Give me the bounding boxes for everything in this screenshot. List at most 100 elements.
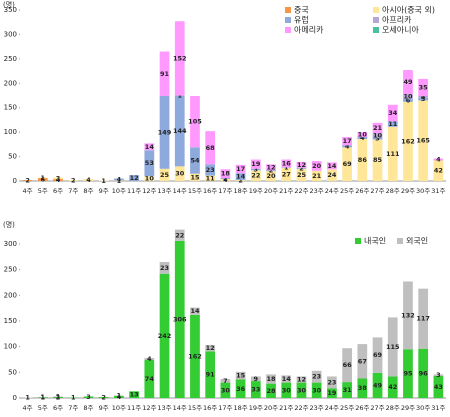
x-tick-label: 25주 (340, 404, 354, 412)
y-tick-label: 300 (4, 240, 17, 248)
bar-segment (220, 178, 231, 180)
bar-segment (372, 337, 383, 373)
bar-segment (372, 122, 383, 134)
bar-segment (327, 376, 337, 389)
legend-swatch (355, 238, 361, 244)
x-tick-label: 19주 (249, 187, 263, 195)
bar-segment (403, 281, 413, 350)
y-axis-label: (명) (3, 0, 15, 9)
x-tick-label: 30주 (416, 404, 430, 412)
x-tick-label: 11주 (127, 404, 141, 412)
x-tick-label: 29주 (401, 187, 415, 195)
bar-segment (433, 158, 444, 161)
data-label: 1 (41, 394, 46, 402)
bar-segment (159, 273, 170, 398)
data-label: 162 (188, 352, 202, 360)
y-tick-label: 200 (4, 79, 17, 87)
bar-segment (311, 382, 322, 398)
y-tick-label: 150 (4, 317, 17, 325)
x-tick-label: 8주 (83, 404, 93, 412)
bar-segment (37, 396, 48, 398)
x-tick-label: 26주 (355, 187, 369, 195)
bar-segment (190, 307, 200, 315)
data-label: 31 (343, 386, 353, 394)
data-label: 30 (175, 170, 185, 178)
bar-segment (174, 95, 185, 167)
data-label: 20 (267, 172, 277, 180)
bar-segment (68, 180, 79, 181)
data-label: 14 (190, 307, 200, 315)
bar-segment (250, 168, 261, 171)
bar-segment (433, 375, 444, 398)
x-tick-label: 15주 (188, 404, 202, 412)
data-label: 91 (160, 70, 170, 78)
y-tick-label: 50 (8, 153, 17, 161)
data-label: 3 (375, 135, 380, 143)
data-label: 25 (297, 171, 307, 179)
data-label: 23 (206, 166, 215, 174)
bar-segment (53, 177, 63, 180)
data-label: 13 (130, 391, 139, 399)
bar-segment (342, 145, 352, 148)
x-tick-label: 27주 (370, 187, 384, 195)
data-label: 16 (282, 159, 292, 167)
bar-segment (235, 173, 246, 181)
data-label: 162 (401, 137, 415, 145)
data-label: 68 (206, 144, 216, 152)
bar-segment (266, 374, 276, 384)
y-tick-label: 250 (4, 266, 17, 274)
data-label: 1 (117, 392, 122, 400)
bar-segment (342, 348, 352, 383)
data-label: 21 (312, 172, 322, 180)
y-tick-label: 100 (4, 343, 17, 351)
bar-segment (144, 176, 155, 181)
data-label: 21 (373, 124, 383, 132)
data-label: 5 (421, 95, 426, 103)
bar-segment (281, 167, 292, 181)
bar-segment (174, 21, 185, 96)
bar-segment (205, 345, 216, 352)
bar-segment (250, 170, 261, 181)
data-label: 85 (373, 156, 383, 164)
data-label: 4 (436, 156, 441, 164)
bar-segment (372, 139, 383, 181)
x-tick-label: 10주 (112, 404, 126, 412)
x-tick-label: 27주 (370, 404, 384, 412)
legend-label: 내국인 (364, 236, 386, 246)
data-label: 152 (173, 54, 187, 62)
x-tick-label: 5주 (38, 404, 48, 412)
data-label: 19 (327, 389, 337, 397)
data-label: 19 (251, 160, 261, 168)
data-label: 20 (312, 162, 322, 170)
data-label: 3 (86, 393, 91, 401)
data-label: 17 (343, 137, 352, 145)
bar-segment (235, 379, 246, 398)
data-label: 306 (173, 315, 187, 323)
bar-segment (357, 378, 368, 398)
x-tick-label: 22주 (294, 404, 308, 412)
data-label: 2 (269, 167, 274, 175)
legend-label: 외국인 (406, 236, 428, 246)
x-tick-label: 26주 (355, 404, 369, 412)
data-label: 35 (419, 83, 429, 91)
bar-segment (372, 133, 383, 139)
x-tick-label: 10주 (112, 187, 126, 195)
bar-segment (387, 376, 398, 398)
x-tick-label: 31주 (431, 187, 445, 195)
data-label: 22 (175, 231, 184, 239)
data-label: 3 (254, 166, 259, 174)
bar-segment (68, 397, 79, 398)
y-tick-label: 100 (4, 128, 17, 136)
data-label: 30 (221, 386, 231, 394)
bar-segment (327, 169, 337, 181)
data-label: 18 (221, 170, 231, 178)
legend-swatch (285, 27, 291, 33)
y-tick-label: 0 (13, 394, 17, 402)
data-label: 1 (284, 164, 289, 172)
data-label: 12 (267, 163, 276, 171)
data-label: 4 (345, 142, 350, 150)
bar-segment (220, 179, 231, 181)
data-label: 6 (406, 96, 411, 104)
data-label: 24 (327, 171, 337, 179)
data-label: 1 (41, 393, 46, 401)
